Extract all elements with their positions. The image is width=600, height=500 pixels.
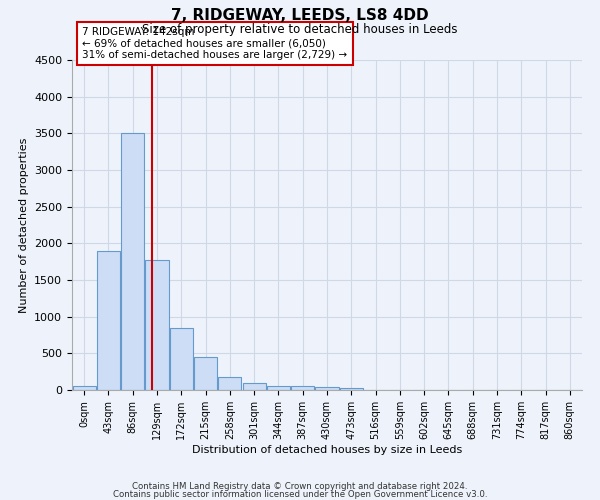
Y-axis label: Number of detached properties: Number of detached properties [19,138,29,312]
Text: Contains public sector information licensed under the Open Government Licence v3: Contains public sector information licen… [113,490,487,499]
Bar [121,134,144,390]
Bar [218,377,241,390]
Bar [291,386,314,390]
Bar [242,382,266,390]
Bar [340,388,363,390]
Bar [316,387,338,390]
Text: Size of property relative to detached houses in Leeds: Size of property relative to detached ho… [142,22,458,36]
Text: Contains HM Land Registry data © Crown copyright and database right 2024.: Contains HM Land Registry data © Crown c… [132,482,468,491]
Bar [97,250,120,390]
Text: 7 RIDGEWAY: 142sqm
← 69% of detached houses are smaller (6,050)
31% of semi-deta: 7 RIDGEWAY: 142sqm ← 69% of detached hou… [82,27,347,60]
Bar [267,386,290,390]
Bar [73,386,95,390]
X-axis label: Distribution of detached houses by size in Leeds: Distribution of detached houses by size … [192,444,462,454]
Text: 7, RIDGEWAY, LEEDS, LS8 4DD: 7, RIDGEWAY, LEEDS, LS8 4DD [171,8,429,22]
Bar [194,357,217,390]
Bar [170,328,193,390]
Bar [145,260,169,390]
